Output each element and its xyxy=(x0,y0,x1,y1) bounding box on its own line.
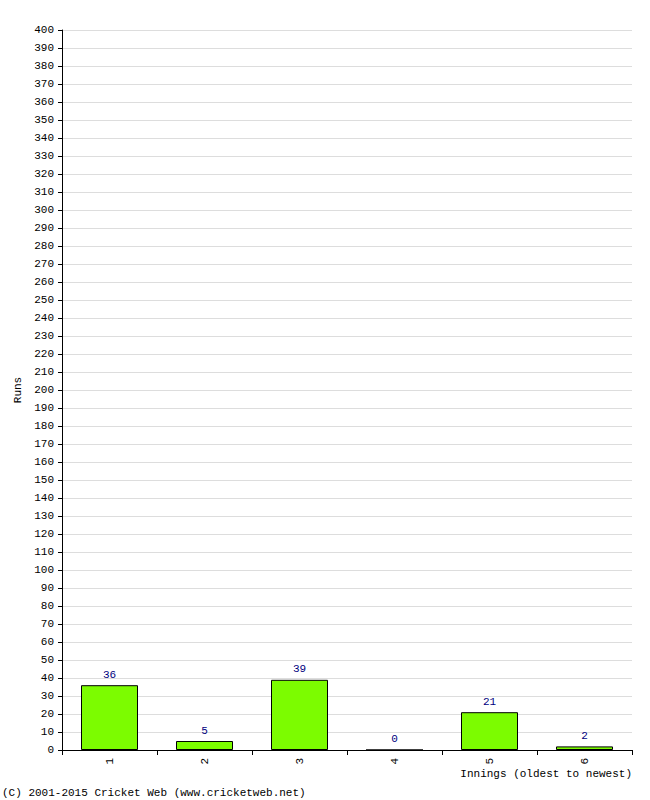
svg-text:390: 390 xyxy=(34,42,54,54)
svg-text:(C) 2001-2015 Cricket Web (www: (C) 2001-2015 Cricket Web (www.cricketwe… xyxy=(2,787,306,799)
svg-text:1: 1 xyxy=(104,758,116,765)
svg-text:0: 0 xyxy=(47,744,54,756)
svg-text:21: 21 xyxy=(483,696,497,708)
svg-text:130: 130 xyxy=(34,510,54,522)
svg-text:2: 2 xyxy=(581,730,588,742)
svg-text:170: 170 xyxy=(34,438,54,450)
svg-text:140: 140 xyxy=(34,492,54,504)
svg-text:280: 280 xyxy=(34,240,54,252)
svg-text:20: 20 xyxy=(41,708,54,720)
svg-text:110: 110 xyxy=(34,546,54,558)
svg-text:230: 230 xyxy=(34,330,54,342)
svg-text:190: 190 xyxy=(34,402,54,414)
svg-text:Runs: Runs xyxy=(12,377,24,403)
svg-text:5: 5 xyxy=(484,758,496,765)
svg-text:4: 4 xyxy=(389,758,401,765)
svg-text:350: 350 xyxy=(34,114,54,126)
svg-text:310: 310 xyxy=(34,186,54,198)
svg-text:160: 160 xyxy=(34,456,54,468)
svg-text:3: 3 xyxy=(294,758,306,765)
svg-text:2: 2 xyxy=(199,758,211,765)
svg-text:6: 6 xyxy=(579,758,591,765)
svg-text:380: 380 xyxy=(34,60,54,72)
svg-text:30: 30 xyxy=(41,690,54,702)
svg-text:70: 70 xyxy=(41,618,54,630)
svg-text:5: 5 xyxy=(201,725,208,737)
svg-text:39: 39 xyxy=(293,663,306,675)
svg-text:50: 50 xyxy=(41,654,54,666)
svg-text:36: 36 xyxy=(103,669,116,681)
svg-text:340: 340 xyxy=(34,132,54,144)
svg-text:360: 360 xyxy=(34,96,54,108)
svg-text:330: 330 xyxy=(34,150,54,162)
svg-text:0: 0 xyxy=(391,733,398,745)
svg-text:180: 180 xyxy=(34,420,54,432)
svg-text:270: 270 xyxy=(34,258,54,270)
svg-text:400: 400 xyxy=(34,24,54,36)
svg-text:40: 40 xyxy=(41,672,54,684)
svg-text:60: 60 xyxy=(41,636,54,648)
svg-text:10: 10 xyxy=(41,726,54,738)
svg-text:300: 300 xyxy=(34,204,54,216)
svg-text:290: 290 xyxy=(34,222,54,234)
svg-text:210: 210 xyxy=(34,366,54,378)
svg-text:250: 250 xyxy=(34,294,54,306)
svg-text:80: 80 xyxy=(41,600,54,612)
svg-text:320: 320 xyxy=(34,168,54,180)
svg-text:240: 240 xyxy=(34,312,54,324)
svg-text:100: 100 xyxy=(34,564,54,576)
svg-text:90: 90 xyxy=(41,582,54,594)
svg-text:150: 150 xyxy=(34,474,54,486)
svg-text:370: 370 xyxy=(34,78,54,90)
svg-text:120: 120 xyxy=(34,528,54,540)
svg-text:Innings (oldest to newest): Innings (oldest to newest) xyxy=(460,768,632,780)
svg-text:220: 220 xyxy=(34,348,54,360)
svg-text:200: 200 xyxy=(34,384,54,396)
svg-text:260: 260 xyxy=(34,276,54,288)
